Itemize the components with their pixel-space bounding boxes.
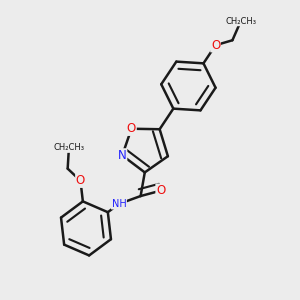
Text: O: O: [156, 184, 165, 197]
Text: CH₂CH₃: CH₂CH₃: [225, 17, 256, 26]
Text: O: O: [127, 122, 136, 135]
Text: O: O: [76, 174, 85, 187]
Text: NH: NH: [112, 199, 126, 209]
Text: N: N: [118, 149, 127, 162]
Text: O: O: [211, 39, 220, 52]
Text: CH₂CH₃: CH₂CH₃: [53, 143, 84, 152]
